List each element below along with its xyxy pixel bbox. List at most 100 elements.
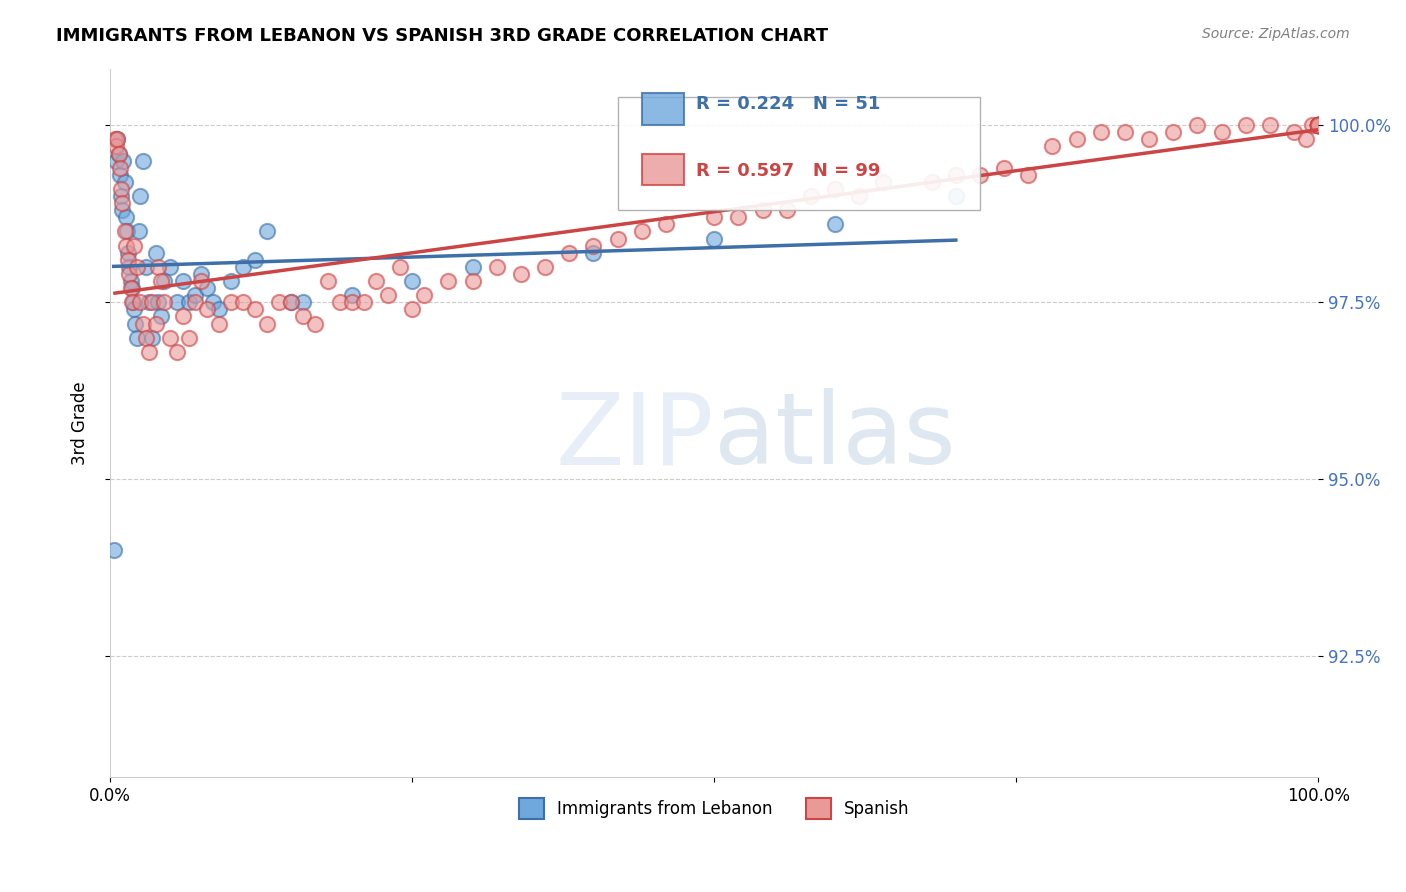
Immigrants from Lebanon xyxy=(280,295,302,310)
Immigrants from Lebanon xyxy=(110,189,132,203)
Spanish xyxy=(1308,118,1330,132)
Spanish xyxy=(149,274,172,288)
Spanish xyxy=(105,132,128,146)
Spanish xyxy=(219,295,242,310)
Spanish xyxy=(232,295,254,310)
Immigrants from Lebanon xyxy=(190,267,212,281)
Spanish xyxy=(1308,118,1330,132)
Spanish xyxy=(105,139,128,153)
Spanish xyxy=(243,302,266,317)
Spanish xyxy=(280,295,302,310)
Immigrants from Lebanon xyxy=(703,231,725,245)
Immigrants from Lebanon xyxy=(138,295,160,310)
Spanish xyxy=(945,168,967,182)
FancyBboxPatch shape xyxy=(641,94,683,125)
Immigrants from Lebanon xyxy=(114,175,136,189)
Immigrants from Lebanon xyxy=(159,260,181,274)
Spanish xyxy=(1308,118,1330,132)
Spanish xyxy=(172,310,194,324)
Spanish xyxy=(104,132,127,146)
Spanish xyxy=(1301,118,1323,132)
Spanish xyxy=(776,203,799,218)
Spanish xyxy=(872,175,894,189)
Spanish xyxy=(1308,118,1330,132)
Immigrants from Lebanon xyxy=(122,295,145,310)
Legend: Immigrants from Lebanon, Spanish: Immigrants from Lebanon, Spanish xyxy=(512,791,917,825)
Immigrants from Lebanon xyxy=(201,295,224,310)
Spanish xyxy=(292,310,315,324)
Spanish xyxy=(159,331,181,345)
Immigrants from Lebanon xyxy=(129,189,152,203)
Spanish xyxy=(558,245,581,260)
Immigrants from Lebanon xyxy=(177,295,200,310)
Immigrants from Lebanon xyxy=(461,260,484,274)
Immigrants from Lebanon xyxy=(232,260,254,274)
Text: IMMIGRANTS FROM LEBANON VS SPANISH 3RD GRADE CORRELATION CHART: IMMIGRANTS FROM LEBANON VS SPANISH 3RD G… xyxy=(56,27,828,45)
Spanish xyxy=(377,288,399,302)
Immigrants from Lebanon xyxy=(340,288,363,302)
Immigrants from Lebanon xyxy=(115,224,138,238)
Immigrants from Lebanon xyxy=(122,302,145,317)
Spanish xyxy=(329,295,352,310)
Spanish xyxy=(401,302,423,317)
Spanish xyxy=(117,252,139,267)
Spanish xyxy=(177,331,200,345)
Spanish xyxy=(1308,118,1330,132)
FancyBboxPatch shape xyxy=(641,153,683,186)
Immigrants from Lebanon xyxy=(117,245,139,260)
Immigrants from Lebanon xyxy=(153,274,176,288)
Spanish xyxy=(509,267,531,281)
Immigrants from Lebanon xyxy=(141,331,163,345)
Spanish xyxy=(110,182,132,196)
Spanish xyxy=(1017,168,1039,182)
Spanish xyxy=(1042,139,1064,153)
Spanish xyxy=(630,224,652,238)
Spanish xyxy=(122,238,145,252)
Spanish xyxy=(153,295,176,310)
Spanish xyxy=(1066,132,1088,146)
Immigrants from Lebanon xyxy=(219,274,242,288)
Spanish xyxy=(125,260,148,274)
Spanish xyxy=(353,295,375,310)
Immigrants from Lebanon xyxy=(195,281,218,295)
Immigrants from Lebanon xyxy=(945,189,967,203)
Spanish xyxy=(141,295,163,310)
Spanish xyxy=(1308,118,1330,132)
Immigrants from Lebanon xyxy=(107,146,129,161)
Immigrants from Lebanon xyxy=(292,295,315,310)
Spanish xyxy=(1187,118,1209,132)
Text: atlas: atlas xyxy=(714,388,956,485)
Spanish xyxy=(848,189,870,203)
Immigrants from Lebanon xyxy=(135,260,157,274)
Spanish xyxy=(606,231,628,245)
Spanish xyxy=(107,146,129,161)
Spanish xyxy=(1308,118,1330,132)
Spanish xyxy=(111,196,134,211)
Immigrants from Lebanon xyxy=(208,302,231,317)
Spanish xyxy=(1308,118,1330,132)
Immigrants from Lebanon xyxy=(111,203,134,218)
Spanish xyxy=(727,211,749,225)
Immigrants from Lebanon xyxy=(128,224,150,238)
Immigrants from Lebanon xyxy=(824,218,846,232)
Spanish xyxy=(183,295,205,310)
Immigrants from Lebanon xyxy=(121,281,143,295)
Immigrants from Lebanon xyxy=(108,168,131,182)
Spanish xyxy=(1258,118,1281,132)
Spanish xyxy=(364,274,387,288)
Immigrants from Lebanon xyxy=(103,543,125,558)
Spanish xyxy=(389,260,412,274)
Spanish xyxy=(461,274,484,288)
Spanish xyxy=(108,161,131,175)
Spanish xyxy=(1137,132,1160,146)
Spanish xyxy=(316,274,339,288)
Immigrants from Lebanon xyxy=(149,310,172,324)
Immigrants from Lebanon xyxy=(582,245,605,260)
Immigrants from Lebanon xyxy=(105,132,128,146)
Spanish xyxy=(800,189,823,203)
Spanish xyxy=(413,288,436,302)
Immigrants from Lebanon xyxy=(172,274,194,288)
Spanish xyxy=(969,168,991,182)
Immigrants from Lebanon xyxy=(183,288,205,302)
Spanish xyxy=(1308,118,1330,132)
